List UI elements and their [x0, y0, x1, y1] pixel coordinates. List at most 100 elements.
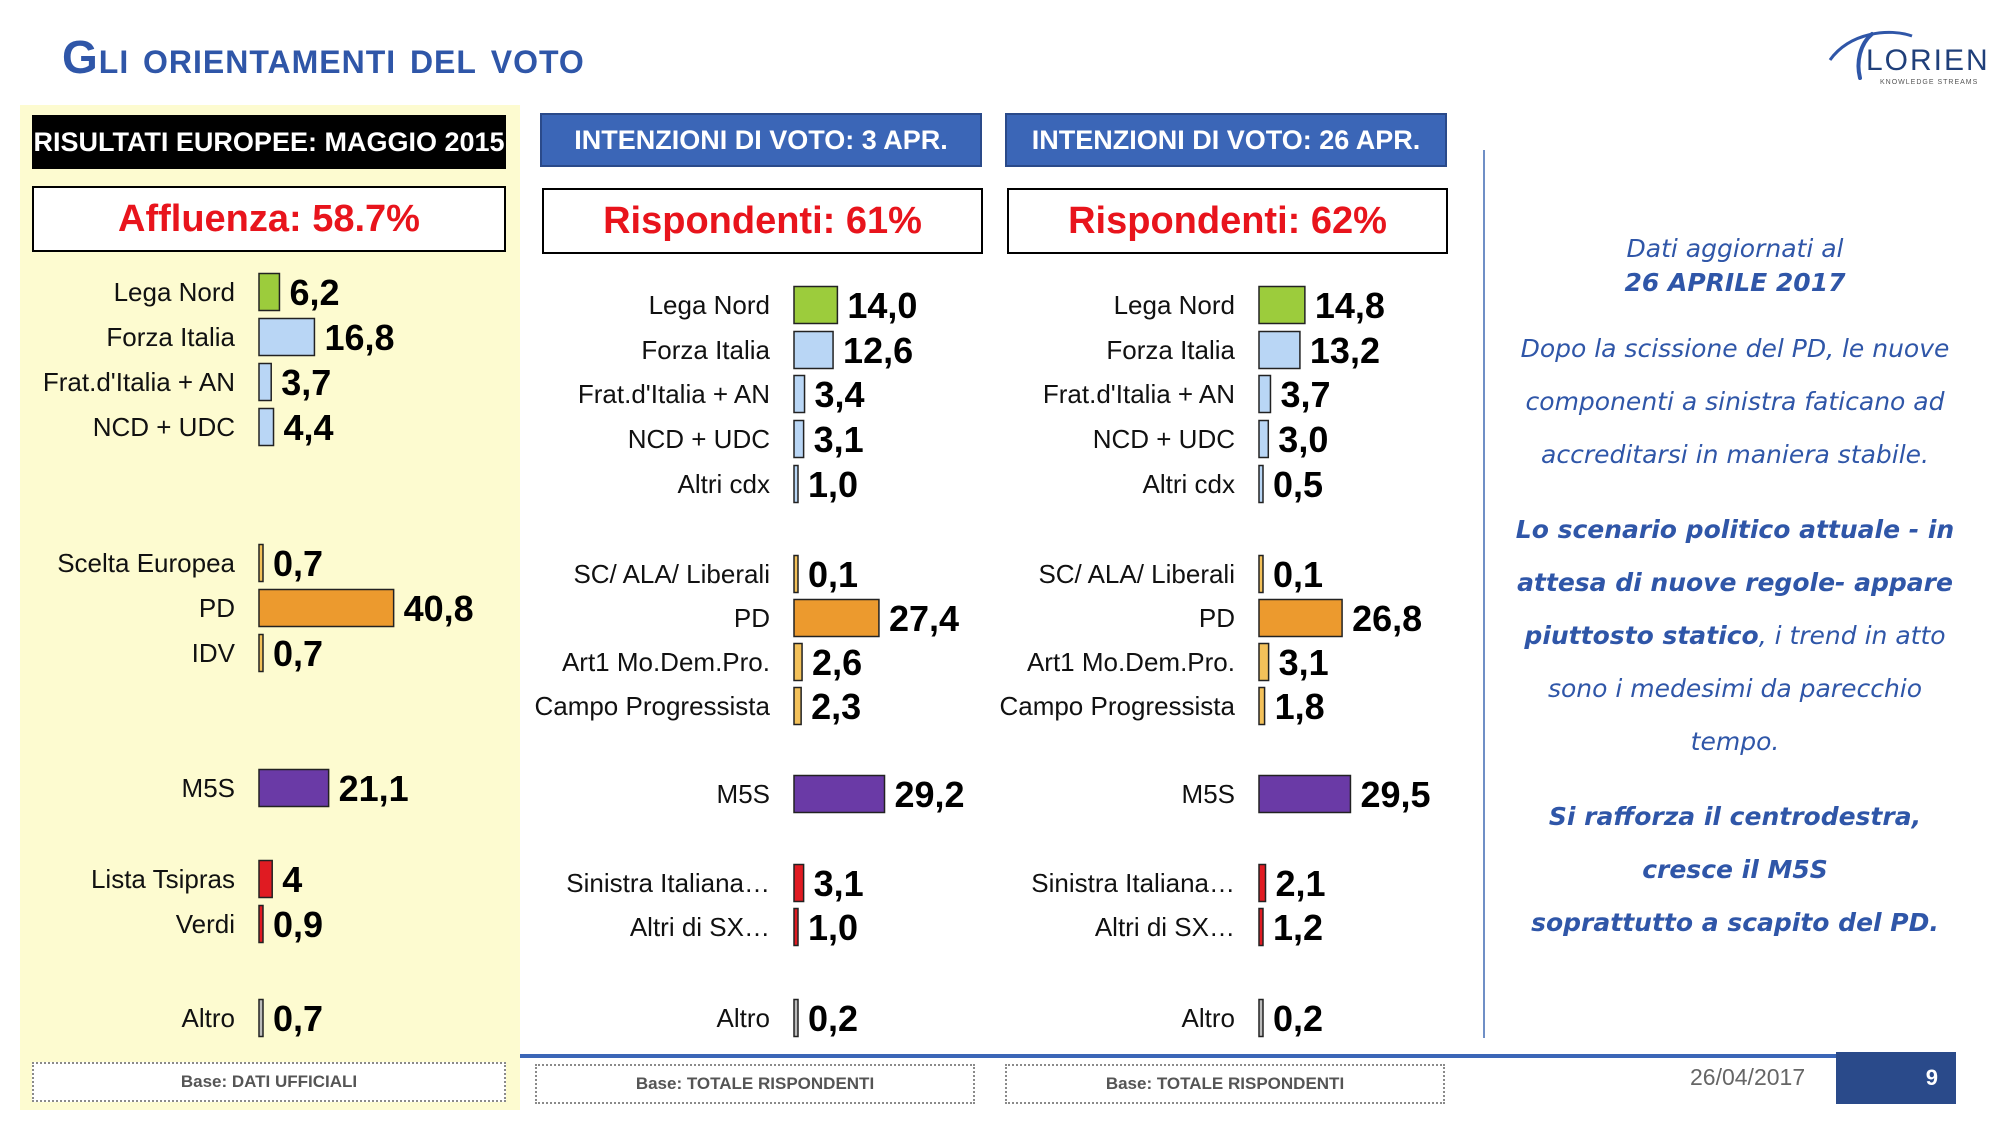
bar-value-label: 1,8: [1275, 686, 1325, 727]
bar: [793, 774, 886, 814]
notes-paragraph-3-line-1: Si rafforza il centrodestra,: [1548, 802, 1922, 831]
bar-value-label: 40,8: [404, 588, 474, 629]
bar-value-label: 0,1: [808, 554, 858, 595]
bar-value-label: 3,7: [281, 362, 331, 403]
bar: [1258, 598, 1343, 638]
chart-intenzioni-3apr: Lega Nord 14,0 Forza Italia 12,6 Frat.d'Ital…: [534, 285, 964, 1039]
bar-value-label: 4: [282, 859, 302, 900]
respondents-box-3apr: Rispondenti: 61%: [542, 188, 983, 254]
bar-value-label: 3,1: [814, 863, 864, 904]
bar-value-label: 3,0: [1278, 419, 1328, 460]
footer-date: 26/04/2017: [1690, 1064, 1806, 1090]
notes-paragraph-3-line-2: cresce il M5S: [1642, 855, 1828, 884]
bar: [258, 859, 273, 899]
bar-value-label: 0,7: [273, 998, 323, 1039]
bar-value-label: 0,1: [1273, 554, 1323, 595]
vertical-divider: [1483, 150, 1485, 1038]
bar-label: Altro: [1182, 1003, 1235, 1033]
bar-value-label: 3,1: [814, 419, 864, 460]
chart-europee-2015: Lega Nord 6,2 Forza Italia 16,8 Frat.d'Itali…: [43, 272, 474, 1039]
bar: [793, 330, 834, 370]
bar-label: Sinistra Italiana…: [566, 868, 770, 898]
bar-label: Scelta Europea: [57, 548, 235, 578]
bar: [258, 362, 272, 402]
bar-label: SC/ ALA/ Liberali: [573, 559, 770, 589]
bar: [1258, 686, 1266, 726]
bar-value-label: 29,5: [1360, 774, 1430, 815]
bar: [1258, 774, 1352, 814]
bar-label: Altri di SX…: [1095, 912, 1235, 942]
bar: [258, 904, 264, 944]
bar: [1258, 419, 1270, 459]
bar: [258, 768, 330, 808]
bar-label: Frat.d'Italia + AN: [43, 367, 235, 397]
bar-label: NCD + UDC: [1093, 424, 1235, 454]
notes-date-label: Dati aggiornati al: [1626, 234, 1844, 263]
bar-label: Altro: [717, 1003, 770, 1033]
bar-value-label: 3,1: [1279, 642, 1329, 683]
bar: [1258, 464, 1264, 504]
bar-label: Forza Italia: [1106, 335, 1235, 365]
bar-label: PD: [734, 603, 770, 633]
bar: [793, 419, 805, 459]
notes-paragraph-2: Lo scenario politico attuale - in attesa…: [1500, 503, 1970, 768]
bar-value-label: 0,7: [273, 633, 323, 674]
bar-value-label: 26,8: [1352, 598, 1422, 639]
base-note-26apr: Base: TOTALE RISPONDENTI: [1005, 1064, 1445, 1104]
bar-label: Lega Nord: [649, 290, 770, 320]
panel-header-26apr: INTENZIONI DI VOTO: 26 APR.: [1005, 113, 1447, 167]
bar-value-label: 3,7: [1280, 374, 1330, 415]
respondents-box-26apr: Rispondenti: 62%: [1007, 188, 1448, 254]
bar-label: NCD + UDC: [93, 412, 235, 442]
bar-label: NCD + UDC: [628, 424, 770, 454]
bar-value-label: 0,9: [273, 904, 323, 945]
bar-label: Verdi: [176, 909, 235, 939]
svg-text:LORIEN: LORIEN: [1866, 44, 1990, 77]
bar-value-label: 21,1: [339, 768, 409, 809]
bar-value-label: 2,6: [812, 642, 862, 683]
notes-paragraph-3: Si rafforza il centrodestra, cresce il M5…: [1500, 790, 1970, 949]
bar-value-label: 13,2: [1310, 330, 1380, 371]
bar: [1258, 285, 1306, 325]
notes-paragraph-3-line-3: soprattutto a scapito del PD.: [1531, 908, 1939, 937]
bar-label: M5S: [717, 779, 770, 809]
bar-value-label: 0,2: [808, 998, 858, 1039]
bar: [793, 907, 799, 947]
bar-label: Altri cdx: [1143, 469, 1235, 499]
bar-label: IDV: [192, 638, 236, 668]
base-note-2015: Base: DATI UFFICIALI: [32, 1062, 506, 1102]
bar-value-label: 0,5: [1273, 464, 1323, 505]
bar-label: M5S: [182, 773, 235, 803]
bar-label: PD: [1199, 603, 1235, 633]
bar-value-label: 6,2: [289, 272, 339, 313]
chart-intenzioni-26apr: Lega Nord 14,8 Forza Italia 13,2 Frat.d'Ital…: [999, 285, 1430, 1039]
bar-value-label: 1,0: [808, 464, 858, 505]
bar-value-label: 16,8: [324, 317, 394, 358]
bar-label: Campo Progressista: [999, 691, 1235, 721]
page-number: 9: [1836, 1052, 1956, 1104]
bar: [258, 407, 275, 447]
bar-label: SC/ ALA/ Liberali: [1038, 559, 1235, 589]
notes-date: 26 APRILE 2017: [1624, 268, 1846, 297]
bar: [258, 272, 281, 312]
bar: [1258, 907, 1264, 947]
panel-header-3apr: INTENZIONI DI VOTO: 3 APR.: [540, 113, 982, 167]
notes-panel: Dati aggiornati al 26 APRILE 2017 Dopo l…: [1500, 232, 1970, 971]
bar-value-label: 14,0: [847, 285, 917, 326]
turnout-box: Affluenza: 58.7%: [32, 186, 506, 252]
bar-value-label: 1,0: [808, 907, 858, 948]
bar: [258, 998, 264, 1038]
bar: [1258, 374, 1272, 414]
bar: [1258, 642, 1270, 682]
bar-value-label: 1,2: [1273, 907, 1323, 948]
svg-text:KNOWLEDGE STREAMS: KNOWLEDGE STREAMS: [1880, 79, 1978, 86]
bar: [258, 317, 316, 357]
bar: [793, 464, 799, 504]
lorien-logo: LORIEN KNOWLEDGE STREAMS: [1828, 30, 1990, 86]
bar: [258, 588, 395, 628]
bar-value-label: 14,8: [1315, 285, 1385, 326]
notes-paragraph-2-rest: , i trend in atto sono i medesimi da par…: [1547, 621, 1946, 756]
base-note-3apr: Base: TOTALE RISPONDENTI: [535, 1064, 975, 1104]
bar: [793, 285, 839, 325]
bar-label: Frat.d'Italia + AN: [1043, 379, 1235, 409]
